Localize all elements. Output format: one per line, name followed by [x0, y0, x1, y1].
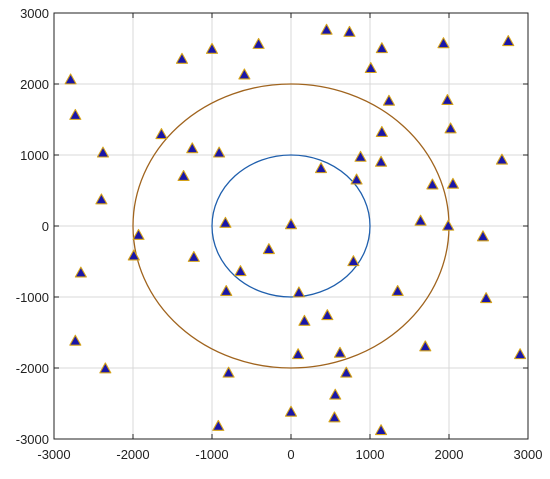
- data-point: [212, 419, 225, 431]
- x-tick-label: 0: [287, 447, 294, 462]
- data-point: [205, 42, 219, 54]
- y-tick-label: 0: [42, 219, 49, 234]
- data-point: [213, 146, 226, 158]
- data-point: [96, 146, 110, 158]
- data-point: [155, 128, 168, 140]
- data-point: [219, 216, 232, 228]
- data-point: [419, 340, 432, 352]
- tick-layer: [53, 12, 529, 440]
- data-point: [354, 150, 367, 162]
- data-point: [187, 250, 200, 262]
- data-point: [238, 68, 251, 80]
- data-point: [495, 153, 508, 165]
- data-point: [127, 249, 140, 261]
- data-point: [333, 346, 347, 358]
- x-tick-label: 3000: [514, 447, 543, 462]
- data-point: [375, 424, 388, 436]
- data-point: [364, 62, 377, 74]
- data-point: [375, 42, 388, 54]
- y-tick-label: 1000: [20, 148, 49, 163]
- x-tick-label: 1000: [356, 447, 385, 462]
- x-tick-label: -3000: [37, 447, 70, 462]
- data-point: [502, 35, 515, 47]
- data-point: [262, 243, 275, 255]
- data-point: [329, 388, 342, 400]
- data-point: [442, 219, 455, 231]
- data-point: [382, 94, 396, 106]
- data-point: [446, 177, 460, 189]
- data-point: [95, 193, 108, 205]
- data-point: [74, 266, 87, 278]
- data-point: [321, 309, 334, 321]
- data-point: [375, 155, 388, 167]
- y-tick-label: 2000: [20, 77, 49, 92]
- data-point: [444, 122, 457, 134]
- y-tick-label: -2000: [16, 361, 49, 376]
- data-point: [234, 265, 247, 277]
- tick-label-layer: -3000 -2000 -1000 0 1000 2000 3000 3000 2000 1000…: [16, 6, 543, 462]
- data-point: [132, 228, 145, 240]
- data-point: [350, 173, 363, 185]
- data-point: [480, 292, 493, 304]
- data-point: [252, 37, 265, 49]
- point-layer: [64, 23, 527, 436]
- data-point: [284, 405, 298, 417]
- data-point: [177, 169, 190, 181]
- data-point: [284, 218, 298, 230]
- data-point: [340, 366, 353, 378]
- data-point: [320, 23, 333, 35]
- data-point: [222, 366, 235, 378]
- x-tick-label: -1000: [195, 447, 228, 462]
- data-point: [414, 214, 427, 226]
- data-point: [69, 334, 82, 346]
- data-point: [220, 284, 233, 296]
- data-point: [175, 52, 189, 64]
- data-point: [441, 94, 454, 106]
- data-point: [298, 314, 311, 326]
- data-point: [426, 178, 439, 190]
- data-point: [328, 411, 341, 423]
- data-point: [99, 362, 112, 374]
- data-point: [292, 286, 305, 298]
- x-tick-label: 2000: [435, 447, 464, 462]
- data-point: [375, 125, 388, 137]
- data-point: [64, 73, 77, 85]
- y-tick-label: 3000: [20, 6, 49, 21]
- circle-1: [211, 154, 371, 298]
- data-point: [186, 142, 199, 154]
- data-point: [343, 25, 356, 37]
- data-point: [292, 348, 305, 360]
- data-point: [391, 284, 404, 296]
- data-point: [476, 230, 490, 242]
- x-tick-label: -2000: [116, 447, 149, 462]
- data-point: [314, 162, 328, 174]
- data-point: [437, 37, 450, 49]
- data-point: [514, 348, 527, 360]
- y-tick-label: -1000: [16, 290, 49, 305]
- data-point: [69, 108, 82, 120]
- y-tick-label: -3000: [16, 432, 49, 447]
- data-point: [347, 255, 360, 267]
